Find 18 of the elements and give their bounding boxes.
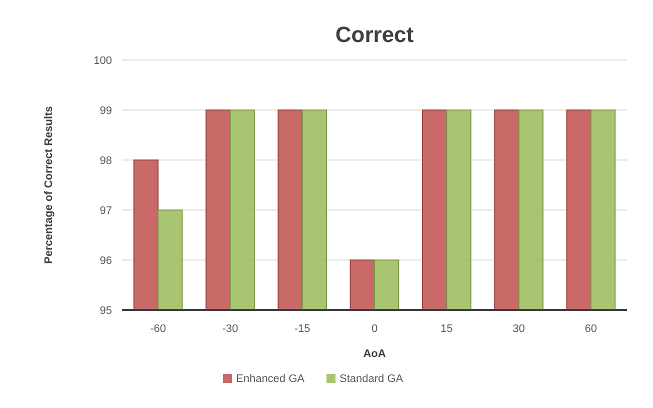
- y-tick-label: 95: [100, 305, 112, 317]
- y-tick-label: 96: [100, 255, 112, 267]
- x-tick-label: -15: [294, 323, 310, 335]
- x-tick-label: -60: [150, 323, 166, 335]
- x-tick-label: 0: [371, 323, 378, 335]
- y-tick-label: 99: [100, 105, 112, 117]
- x-tick-label: 15: [440, 323, 453, 335]
- chart-title: Correct: [335, 22, 414, 47]
- legend-label: Standard GA: [340, 373, 404, 385]
- x-axis-title: AoA: [363, 348, 386, 360]
- y-axis-title: Percentage of Correct Results: [43, 106, 55, 264]
- x-tick-label: 60: [584, 323, 598, 335]
- y-tick-label: 100: [94, 55, 112, 67]
- x-tick-label: 30: [512, 323, 525, 335]
- x-tick-label: -30: [222, 323, 238, 335]
- y-tick-label: 98: [100, 155, 112, 167]
- y-tick-label: 97: [100, 205, 112, 217]
- legend-label: Enhanced GA: [236, 373, 306, 385]
